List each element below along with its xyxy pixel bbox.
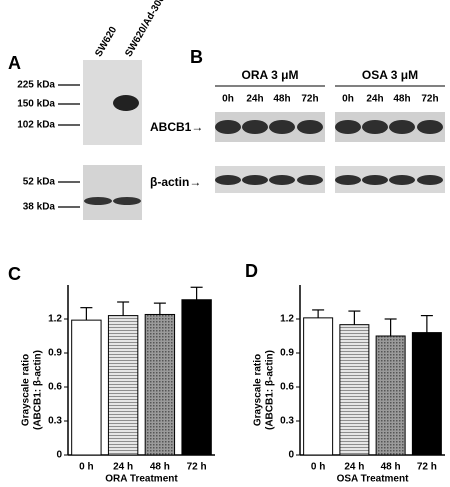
group-label: OSA 3 μM xyxy=(362,68,418,82)
bar xyxy=(144,313,176,456)
x-tick-label: 0 h xyxy=(311,462,325,473)
bar xyxy=(375,335,406,456)
x-axis-label: OSA Treatment xyxy=(337,474,410,485)
y-tick-label: 0 xyxy=(56,450,62,461)
time-label: 24h xyxy=(246,94,263,105)
time-label: 0h xyxy=(222,94,234,105)
panel-label: C xyxy=(8,264,21,284)
y-axis-label: (ABCB1: β-actin) xyxy=(33,350,44,430)
x-tick-label: 48 h xyxy=(381,462,401,473)
panel-label: A xyxy=(8,53,21,73)
panel-label: D xyxy=(245,261,258,281)
y-tick-label: 0.6 xyxy=(280,382,294,393)
y-tick-label: 0.3 xyxy=(280,416,294,427)
y-tick-label: 0.6 xyxy=(48,382,62,393)
y-tick-label: 0 xyxy=(288,450,294,461)
time-label: 48h xyxy=(273,94,290,105)
time-label: 24h xyxy=(366,94,383,105)
x-tick-label: 24 h xyxy=(113,462,133,473)
band xyxy=(84,197,112,205)
marker-label: 52 kDa xyxy=(23,177,56,188)
panel-label: B xyxy=(190,47,203,67)
marker-label: 225 kDa xyxy=(17,80,55,91)
time-label: 48h xyxy=(393,94,410,105)
time-label: 72h xyxy=(301,94,318,105)
group-label: ORA 3 μM xyxy=(242,68,299,82)
x-tick-label: 24 h xyxy=(344,462,364,473)
band xyxy=(113,95,139,111)
marker-label: 150 kDa xyxy=(17,99,55,110)
y-axis-label: Grayscale ratio xyxy=(253,354,264,426)
y-tick-label: 1.2 xyxy=(280,314,294,325)
marker-label: 102 kDa xyxy=(17,120,55,131)
row-label: β-actin→ xyxy=(150,175,201,189)
band xyxy=(113,197,141,205)
y-tick-label: 0.3 xyxy=(48,416,62,427)
y-axis-label: (ABCB1: β-actin) xyxy=(265,350,276,430)
bands xyxy=(215,120,443,185)
x-tick-label: 48 h xyxy=(150,462,170,473)
y-tick-label: 1.2 xyxy=(48,314,62,325)
x-tick-label: 72 h xyxy=(187,462,207,473)
y-axis-label: Grayscale ratio xyxy=(21,354,32,426)
y-tick-label: 0.9 xyxy=(48,348,62,359)
time-label: 72h xyxy=(421,94,438,105)
bar xyxy=(107,315,139,456)
marker-label: 38 kDa xyxy=(23,202,56,213)
x-tick-label: 72 h xyxy=(417,462,437,473)
bar xyxy=(339,324,370,456)
bar xyxy=(181,299,212,456)
blot xyxy=(83,165,142,220)
x-axis-label: ORA Treatment xyxy=(105,474,178,485)
lane-label: SW620 xyxy=(93,25,119,59)
time-label: 0h xyxy=(342,94,354,105)
row-label: ABCB1→ xyxy=(150,120,203,134)
bar xyxy=(71,319,102,456)
x-tick-label: 0 h xyxy=(79,462,93,473)
bar xyxy=(411,332,442,456)
marker-lines xyxy=(58,84,80,208)
bar xyxy=(303,317,334,456)
y-tick-label: 0.9 xyxy=(280,348,294,359)
lane-label: SW620/Ad-300 xyxy=(123,0,167,59)
